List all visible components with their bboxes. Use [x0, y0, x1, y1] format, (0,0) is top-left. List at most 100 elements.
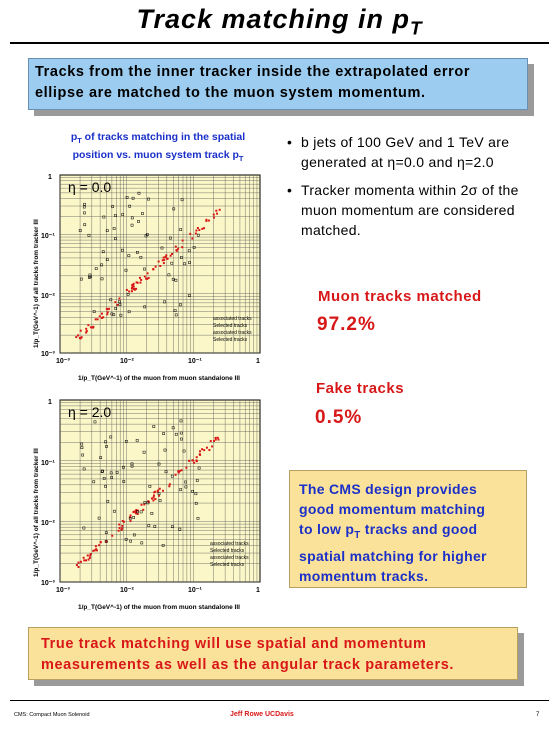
data-point: [83, 223, 87, 227]
data-point: [82, 556, 85, 559]
x-tick-label: 10⁻³: [56, 358, 70, 365]
data-point: [213, 439, 216, 442]
data-point: [128, 290, 131, 293]
data-point: [96, 318, 99, 321]
data-point: [100, 470, 104, 473]
bullet-item: • Tracker momenta within 2σ of the muon m…: [287, 182, 519, 238]
data-point: [139, 281, 142, 284]
data-point: [124, 268, 128, 272]
gridlines: [59, 175, 260, 354]
data-point: [163, 448, 167, 452]
data-point: [193, 461, 196, 464]
data-point: [174, 245, 177, 248]
data-point: [80, 446, 84, 449]
data-point: [77, 566, 80, 569]
data-point: [168, 483, 171, 486]
data-point: [136, 510, 139, 514]
x-tick-label: 1: [256, 587, 260, 594]
data-point: [87, 558, 90, 561]
data-point: [136, 281, 139, 284]
data-point: [120, 528, 123, 531]
data-point: [129, 539, 133, 543]
data-point: [109, 435, 113, 439]
data-point: [85, 331, 88, 334]
x-axis-label: 1/p_T(GeV^-1) of the muon from muon stan…: [78, 374, 240, 382]
data-point: [141, 212, 144, 215]
scatter-plot-eta-0: η = 0.0 associated tracks Selected track…: [32, 174, 261, 382]
data-point: [104, 531, 108, 535]
data-point: [162, 432, 165, 436]
data-point: [119, 313, 123, 317]
data-point: [181, 246, 184, 249]
legend-entry: associated tracks: [213, 316, 252, 322]
data-point: [130, 223, 134, 227]
data-point: [121, 524, 124, 527]
data-point: [171, 277, 175, 281]
data-point: [139, 255, 143, 259]
data-point: [161, 544, 165, 547]
data-point: [171, 252, 174, 255]
data-point: [105, 445, 108, 448]
data-point: [203, 449, 206, 452]
data-point: [118, 297, 121, 300]
data-point: [87, 233, 91, 237]
design-note-box: The CMS design provides good momentum ma…: [289, 470, 527, 588]
data-point: [152, 494, 155, 497]
data-point: [140, 541, 144, 545]
y-tick-label: 1: [48, 174, 52, 181]
data-point: [179, 419, 183, 423]
data-point: [198, 450, 201, 453]
data-point: [194, 492, 198, 496]
data-point: [179, 303, 182, 307]
data-point: [168, 485, 171, 488]
data-point: [198, 229, 201, 232]
data-point: [129, 514, 132, 517]
page-title: Track matching in pT: [136, 4, 423, 40]
data-point: [88, 273, 92, 277]
data-point: [97, 516, 101, 520]
data-point: [100, 316, 103, 319]
data-point: [196, 516, 200, 520]
data-point: [163, 300, 166, 304]
footer-author: Jeff Rowe UCDavis: [230, 711, 294, 718]
data-point: [171, 426, 175, 430]
data-point: [87, 324, 90, 327]
data-point: [147, 197, 150, 201]
data-point: [106, 311, 109, 314]
data-point: [132, 511, 135, 514]
data-point: [212, 213, 215, 216]
y-tick-label: 10⁻³: [41, 351, 55, 358]
data-point: [161, 489, 164, 492]
data-point: [100, 312, 103, 315]
data-point: [100, 263, 104, 267]
data-point: [121, 213, 125, 216]
data-point: [122, 465, 125, 469]
scatter-plot-eta-2: η = 2.0 associated tracks Selected track…: [32, 399, 261, 611]
data-point: [89, 554, 92, 557]
x-tick-label: 1: [256, 358, 260, 365]
data-point: [157, 492, 161, 496]
data-point: [75, 564, 78, 567]
data-point: [142, 450, 146, 454]
data-point: [178, 470, 181, 473]
data-point: [214, 438, 217, 441]
data-point: [102, 316, 105, 319]
data-point: [185, 466, 188, 469]
data-point: [187, 249, 191, 253]
muon-matched-value: 97.2%: [317, 314, 376, 335]
data-point: [94, 545, 97, 548]
data-point: [194, 232, 197, 235]
data-point: [142, 508, 145, 511]
data-point: [93, 420, 97, 424]
data-point: [169, 254, 172, 257]
legend-entry: Selected tracks: [210, 548, 245, 554]
data-point: [134, 512, 137, 515]
data-point: [85, 559, 88, 562]
data-point: [132, 285, 135, 288]
data-point: [89, 326, 92, 329]
data-point: [184, 485, 188, 489]
data-point: [121, 527, 124, 530]
data-point: [105, 258, 109, 261]
data-point: [154, 498, 157, 501]
data-point: [135, 281, 138, 284]
